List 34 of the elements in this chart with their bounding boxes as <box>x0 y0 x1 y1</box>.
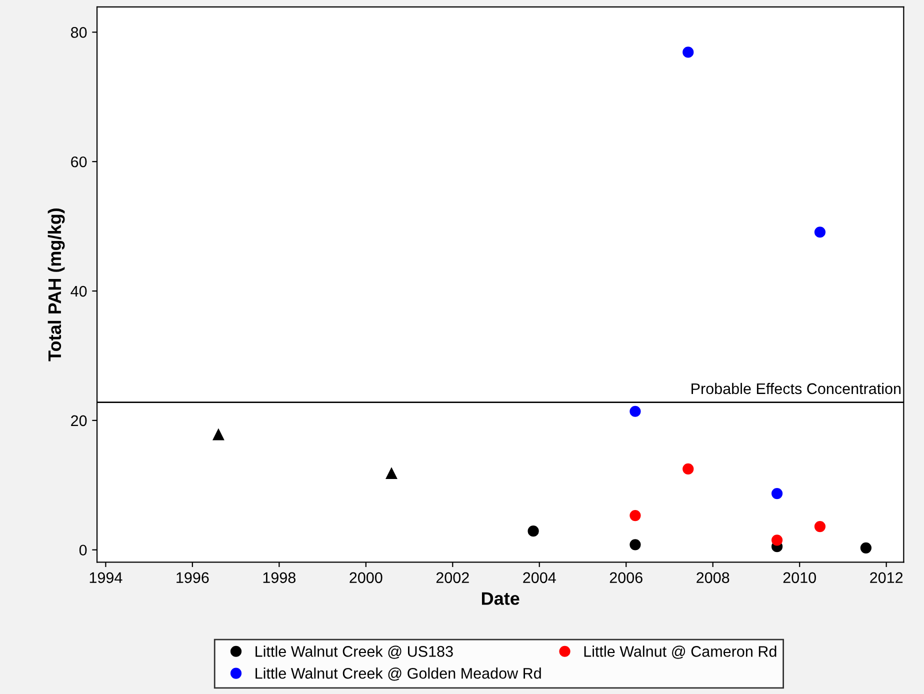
x-tick-label: 2000 <box>350 572 382 584</box>
x-tick-label: 2012 <box>870 572 903 584</box>
legend-label: Little Walnut Creek @ US183 <box>256 646 453 659</box>
x-tick-label: 2002 <box>436 572 469 584</box>
y-tick-label: 60 <box>71 156 87 168</box>
point <box>860 542 872 554</box>
point <box>814 520 826 532</box>
point <box>771 488 783 500</box>
point <box>771 534 783 546</box>
point <box>630 539 641 550</box>
legend-label: Little Walnut @ Cameron Rd <box>584 646 776 659</box>
point <box>814 226 826 238</box>
point <box>386 468 398 480</box>
x-tick-label: 2006 <box>610 572 642 584</box>
y-tick-label: 0 <box>79 544 87 556</box>
point <box>682 46 694 58</box>
x-tick-label: 1998 <box>263 572 296 584</box>
point <box>630 406 641 417</box>
x-tick-label: 2004 <box>523 572 556 584</box>
legend-label: Little Walnut Creek @ Golden Meadow Rd <box>256 668 541 681</box>
x-tick-label: 1996 <box>176 572 209 584</box>
y-tick-label: 40 <box>70 286 87 297</box>
x-tick-label: 2010 <box>783 572 816 584</box>
point <box>528 526 539 537</box>
ref-line-label: Probable Effects Concentration <box>692 382 901 394</box>
x-tick-label: 2008 <box>696 572 730 584</box>
x-axis-title: Date <box>482 592 520 605</box>
y-tick-label: 20 <box>71 415 87 426</box>
point <box>630 510 641 522</box>
point <box>682 463 694 475</box>
y-axis-title: Total PAH (mg/kg) <box>48 208 65 362</box>
x-tick-label: 1994 <box>90 572 122 584</box>
point <box>212 429 224 440</box>
y-tick-label: 80 <box>70 27 87 38</box>
